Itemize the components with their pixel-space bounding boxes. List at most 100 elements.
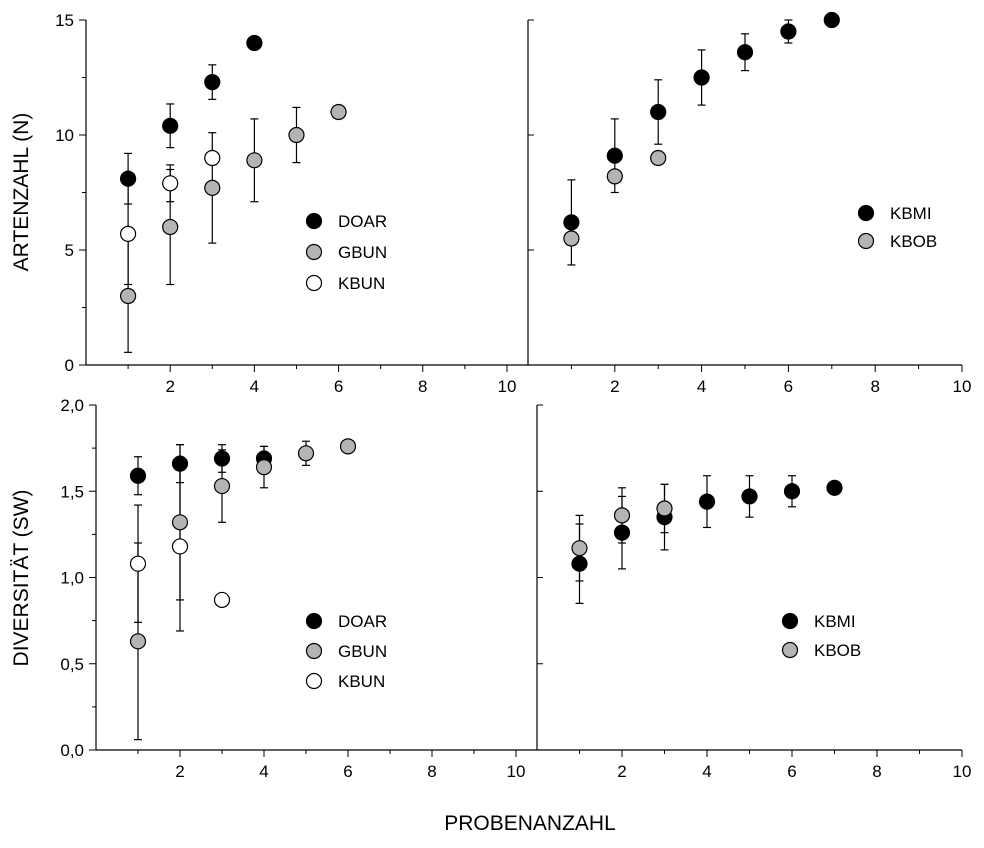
data-point-doar xyxy=(204,73,221,91)
data-point-gbun xyxy=(119,287,137,305)
data-point-kbmi xyxy=(606,147,623,164)
legend-marker-kbun xyxy=(305,672,323,690)
data-point-kbob xyxy=(656,500,673,517)
data-point-doar xyxy=(129,467,147,484)
data-point-kbmi xyxy=(741,488,758,505)
data-point-kbmi xyxy=(826,479,843,496)
data-point-gbun xyxy=(255,459,273,476)
x-tick-label: 6 xyxy=(334,377,343,396)
y-tick-label: 0 xyxy=(65,356,74,375)
y-tick-label: 2,0 xyxy=(60,396,84,415)
data-point-kbmi xyxy=(650,103,667,121)
data-point-gbun xyxy=(129,633,147,650)
data-point-gbun xyxy=(288,126,305,144)
legend-label-kbmi: KBMI xyxy=(890,204,932,223)
legend-marker-gbun xyxy=(305,642,323,660)
data-point-kbob xyxy=(571,540,588,557)
data-point-kbmi xyxy=(780,23,797,40)
x-tick-label: 4 xyxy=(702,762,711,781)
data-point-doar xyxy=(213,450,231,467)
data-point-gbun xyxy=(204,179,221,196)
legend-marker-doar xyxy=(305,212,323,230)
data-point-gbun xyxy=(213,477,231,495)
x-tick-label: 6 xyxy=(784,377,793,396)
legend-label-kbob: KBOB xyxy=(814,641,861,660)
x-tick-label: 6 xyxy=(343,762,352,781)
legend-marker-gbun xyxy=(305,243,323,261)
data-point-kbmi xyxy=(571,555,588,572)
y-tick-label: 10 xyxy=(55,126,74,145)
x-axis-title: PROBENANZAHL xyxy=(444,812,616,835)
data-point-kbob xyxy=(650,149,667,167)
x-tick-label: 4 xyxy=(697,377,706,396)
legend-marker-doar xyxy=(305,612,323,630)
data-point-kbmi xyxy=(563,214,580,231)
data-point-kbmi xyxy=(698,493,716,510)
data-point-gbun xyxy=(162,218,179,236)
chart-panel-bottom-left: 2 4 6 8 10 0,0 0,5 1,0 1,5 2,0 DOAR GBUN KBUN xyxy=(60,396,537,781)
data-point-doar xyxy=(171,455,189,472)
data-point-kbob xyxy=(613,507,631,524)
data-point-kbmi xyxy=(823,11,840,29)
y-tick-label: 0,0 xyxy=(60,741,84,760)
x-tick-label: 10 xyxy=(507,762,526,781)
data-point-kbun xyxy=(119,225,137,242)
legend-marker-kbob xyxy=(857,232,875,250)
y-tick-label: 1,0 xyxy=(60,569,84,588)
data-point-kbmi xyxy=(783,483,801,500)
legend-marker-kbob xyxy=(781,641,799,659)
legend: DOAR GBUN KBUN xyxy=(305,212,387,293)
y-tick-label: 0,5 xyxy=(60,655,84,674)
x-tick-label: 4 xyxy=(250,377,259,396)
data-point-gbun xyxy=(171,514,189,531)
x-tick-label: 8 xyxy=(872,762,881,781)
data-point-kbun xyxy=(204,149,221,167)
data-point-kbob xyxy=(563,230,580,247)
data-point-kbmi xyxy=(693,69,710,86)
x-tick-label: 8 xyxy=(418,377,427,396)
legend-label-doar: DOAR xyxy=(338,212,387,231)
chart-panel-top-left: 2 4 6 8 10 0 5 10 15 DOAR GBUN KBUN xyxy=(55,11,528,396)
data-point-kbun xyxy=(213,591,231,609)
legend: KBMI KBOB xyxy=(857,204,937,251)
data-point-gbun xyxy=(339,438,357,455)
x-tick-label: 2 xyxy=(617,762,626,781)
x-tick-label: 10 xyxy=(953,377,972,396)
x-tick-label: 8 xyxy=(427,762,436,781)
legend-label-kbob: KBOB xyxy=(890,232,937,251)
data-point-kbob xyxy=(606,168,623,185)
x-tick-label: 2 xyxy=(610,377,619,396)
x-tick-label: 10 xyxy=(497,377,516,396)
y-tick-label: 5 xyxy=(65,241,74,260)
y-tick-label: 15 xyxy=(55,11,74,30)
x-tick-label: 10 xyxy=(953,762,972,781)
data-point-kbun xyxy=(171,538,189,555)
data-point-doar xyxy=(246,34,263,52)
legend-label-gbun: GBUN xyxy=(338,642,387,661)
data-point-doar xyxy=(119,170,137,187)
legend-marker-kbun xyxy=(305,274,323,292)
data-point-kbmi xyxy=(613,524,631,541)
data-point-gbun xyxy=(330,103,347,121)
legend: DOAR GBUN KBUN xyxy=(305,612,387,691)
legend-marker-kbmi xyxy=(857,204,875,222)
legend: KBMI KBOB xyxy=(781,612,861,660)
legend-label-gbun: GBUN xyxy=(338,243,387,262)
y-tick-label: 1,5 xyxy=(60,482,84,501)
legend-label-doar: DOAR xyxy=(338,612,387,631)
data-point-kbmi xyxy=(736,44,754,61)
chart-panel-bottom-right: 2 4 6 8 10 KBMI KBOB xyxy=(536,404,972,781)
x-tick-label: 4 xyxy=(259,762,268,781)
y-axis-title-bottom: DIVERSITÄT (SW) xyxy=(10,490,33,667)
data-point-kbun xyxy=(129,555,147,572)
chart-panel-top-right: 2 4 6 8 10 KBMI KBOB xyxy=(527,11,972,396)
x-tick-label: 2 xyxy=(165,377,174,396)
data-point-kbun xyxy=(162,175,179,192)
x-tick-label: 6 xyxy=(787,762,796,781)
legend-label-kbun: KBUN xyxy=(338,672,385,691)
data-point-gbun xyxy=(297,445,315,462)
x-tick-label: 8 xyxy=(870,377,879,396)
data-point-doar xyxy=(162,117,179,134)
